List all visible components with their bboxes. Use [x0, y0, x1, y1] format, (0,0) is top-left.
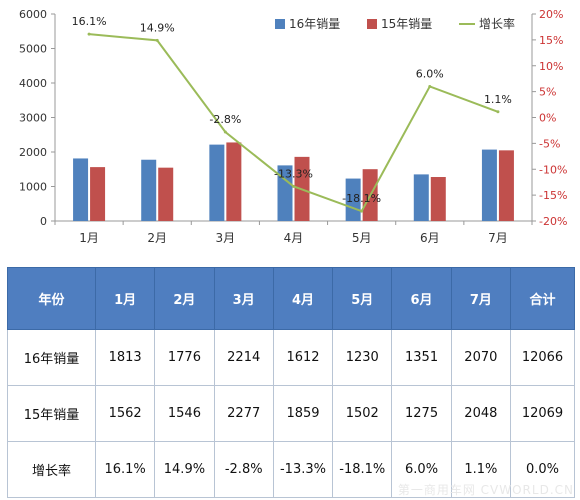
table-cell: 2048 — [450, 385, 512, 442]
table-cell: 16.1% — [94, 441, 156, 498]
table-row-2016-sales: 16年销量 1813 1776 2214 1612 1230 1351 2070… — [7, 329, 575, 386]
bar-sales-2015 — [498, 150, 514, 221]
growth-rate-data-label: 14.9% — [140, 21, 175, 34]
table-row-growth-rate: 增长率 16.1% 14.9% -2.8% -13.3% -18.1% 6.0%… — [7, 441, 575, 498]
table-cell: 1813 — [94, 329, 156, 386]
row-label: 15年销量 — [7, 385, 96, 442]
table-cell-total: 12069 — [510, 385, 575, 442]
table-cell: 1859 — [272, 385, 334, 442]
growth-rate-data-label: -18.1% — [342, 192, 381, 205]
growth-rate-data-label: 16.1% — [72, 15, 107, 28]
table-cell: -2.8% — [213, 441, 274, 498]
header-cell-mar: 3月 — [213, 267, 274, 330]
table-cell: 2277 — [213, 385, 274, 442]
watermark: 第一商用车网 CVWORLD.CN — [397, 483, 574, 497]
x-tick-label: 4月 — [284, 231, 304, 245]
y-tick-label: 3000 — [19, 112, 47, 125]
y2-tick-label: -5% — [539, 137, 560, 150]
growth-rate-point — [223, 130, 227, 134]
table-cell: 1.1% — [450, 441, 512, 498]
header-cell-apr: 4月 — [272, 267, 334, 330]
table-cell: 1230 — [332, 329, 393, 386]
y-tick-label: 6000 — [19, 8, 47, 21]
row-label: 16年销量 — [7, 329, 96, 386]
legend-label: 15年销量 — [381, 17, 432, 31]
header-cell-jun: 6月 — [391, 267, 452, 330]
table-cell: 1612 — [272, 329, 334, 386]
sales-table: 年份 1月 2月 3月 4月 5月 6月 7月 合计 16年销量 1813 17… — [7, 267, 575, 498]
growth-rate-data-label: -2.8% — [209, 113, 241, 126]
bar-sales-2016 — [141, 159, 157, 221]
table-cell-total: 0.0% — [510, 441, 575, 498]
table-cell: 2214 — [213, 329, 274, 386]
bar-sales-2016 — [413, 174, 429, 221]
header-cell-jan: 1月 — [94, 267, 156, 330]
y2-tick-label: -15% — [539, 189, 567, 202]
growth-rate-point — [155, 38, 159, 42]
table-cell: 2070 — [450, 329, 512, 386]
x-tick-label: 6月 — [420, 231, 440, 245]
x-tick-label: 5月 — [352, 231, 372, 245]
growth-rate-point — [496, 110, 500, 114]
sales-chart: 0 1000 2000 3000 4000 5000 6000 -20% -15% -10% -5%… — [19, 8, 567, 245]
table-cell: 1776 — [154, 329, 215, 386]
row-label: 增长率 — [7, 441, 96, 498]
y2-tick-label: -10% — [539, 163, 567, 176]
bar-sales-2016 — [73, 158, 89, 221]
bar-sales-2016 — [481, 149, 497, 221]
x-tick-label: 3月 — [216, 231, 236, 245]
header-cell-may: 5月 — [332, 267, 393, 330]
table-cell: 14.9% — [154, 441, 215, 498]
x-tick-label: 7月 — [488, 231, 508, 245]
bar-sales-2016 — [277, 165, 293, 221]
bar-sales-2015 — [158, 167, 174, 221]
y2-tick-label: 5% — [539, 86, 556, 99]
table-cell: 6.0% — [391, 441, 452, 498]
bar-sales-2015 — [226, 142, 242, 221]
bar-sales-2015 — [90, 167, 106, 221]
growth-rate-data-label: 6.0% — [416, 67, 444, 80]
growth-rate-point — [428, 84, 432, 88]
x-tick-label: 1月 — [79, 231, 99, 245]
y2-tick-label: -20% — [539, 215, 567, 228]
bar-sales-2016 — [209, 144, 225, 221]
table-cell-total: 12066 — [510, 329, 575, 386]
y-tick-label: 4000 — [19, 77, 47, 90]
growth-rate-point — [360, 209, 364, 213]
legend-label: 增长率 — [479, 16, 515, 31]
header-cell-total: 合计 — [510, 267, 575, 330]
y-tick-label: 0 — [40, 215, 47, 228]
legend-label: 16年销量 — [289, 17, 340, 31]
y-tick-label: 1000 — [19, 181, 47, 194]
y2-tick-label: 0% — [539, 112, 556, 125]
table-row-2015-sales: 15年销量 1562 1546 2277 1859 1502 1275 2048… — [7, 385, 575, 442]
header-cell-year: 年份 — [7, 267, 96, 330]
growth-rate-data-label: -13.3% — [274, 167, 313, 180]
legend-swatch-sales-2015 — [367, 19, 377, 29]
x-tick-label: 2月 — [147, 231, 167, 245]
bar-sales-2015 — [430, 177, 446, 221]
table-cell: 1275 — [391, 385, 452, 442]
y2-tick-label: 15% — [539, 34, 563, 47]
table-cell: -13.3% — [272, 441, 334, 498]
table-header-row: 年份 1月 2月 3月 4月 5月 6月 7月 合计 — [7, 267, 575, 330]
y-tick-label: 2000 — [19, 146, 47, 159]
table-cell: 1351 — [391, 329, 452, 386]
header-cell-jul: 7月 — [450, 267, 512, 330]
y2-tick-label: 20% — [539, 8, 563, 21]
table-cell: 1546 — [154, 385, 215, 442]
y2-tick-label: 10% — [539, 60, 563, 73]
header-cell-feb: 2月 — [154, 267, 215, 330]
legend-swatch-sales-2016 — [275, 19, 285, 29]
table-cell: 1502 — [332, 385, 393, 442]
table-cell: -18.1% — [332, 441, 393, 498]
table-cell: 1562 — [94, 385, 156, 442]
growth-rate-point — [87, 32, 91, 36]
growth-rate-data-label: 1.1% — [484, 93, 512, 106]
growth-rate-point — [292, 184, 295, 188]
y-tick-label: 5000 — [19, 43, 47, 56]
